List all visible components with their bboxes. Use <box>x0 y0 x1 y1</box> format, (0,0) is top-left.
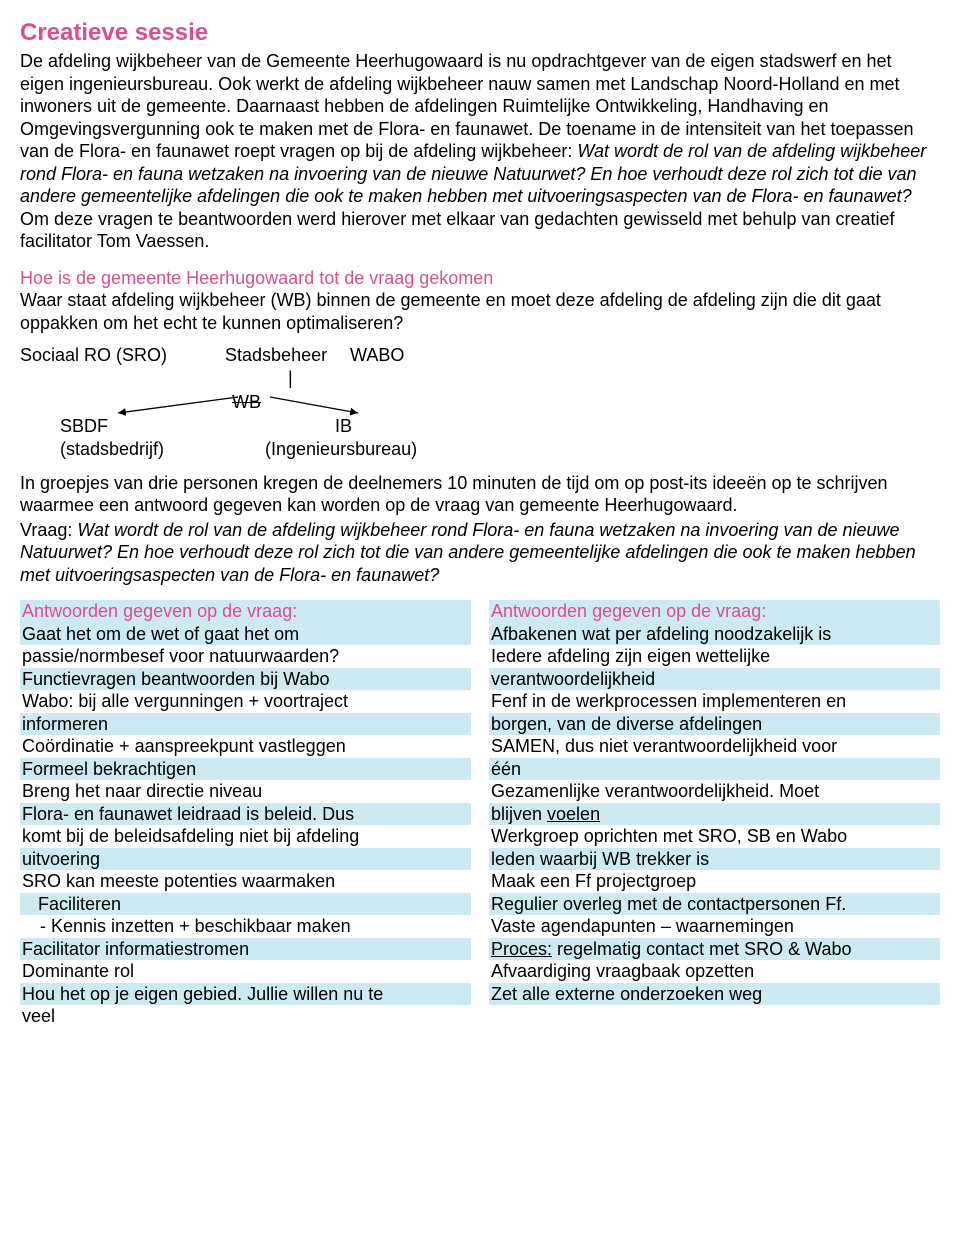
answer-line: passie/normbesef voor natuurwaarden? <box>20 645 471 668</box>
vraag-paragraph: Vraag: Wat wordt de rol van de afdeling … <box>20 519 940 587</box>
groups-text: In groepjes van drie personen kregen de … <box>20 472 940 517</box>
answer-line: Faciliteren <box>20 893 471 916</box>
answer-line: SRO kan meeste potenties waarmaken <box>20 870 471 893</box>
answer-line: Gezamenlijke verantwoordelijkheid. Moet <box>489 780 940 803</box>
diagram-ingbureau: (Ingenieursbureau) <box>265 438 417 461</box>
diagram-stadsbeheer: Stadsbeheer <box>225 344 345 367</box>
answer-line: Proces: regelmatig contact met SRO & Wab… <box>489 938 940 961</box>
answer-line: Regulier overleg met de contactpersonen … <box>489 893 940 916</box>
intro-tail: Om deze vragen te beantwoorden werd hier… <box>20 209 895 252</box>
answer-line: borgen, van de diverse afdelingen <box>489 713 940 736</box>
answer-line: Dominante rol <box>20 960 471 983</box>
diagram-sbdf: SBDF <box>60 415 260 438</box>
answer-line: uitvoering <box>20 848 471 871</box>
answer-line: Afbakenen wat per afdeling noodzakelijk … <box>489 623 940 646</box>
answer-line: blijven voelen <box>489 803 940 826</box>
answer-line: Flora- en faunawet leidraad is beleid. D… <box>20 803 471 826</box>
answer-line: verantwoordelijkheid <box>489 668 940 691</box>
answer-line: Formeel bekrachtigen <box>20 758 471 781</box>
vraag-italic: Wat wordt de rol van de afdeling wijkbeh… <box>20 520 916 585</box>
answer-line: Hou het op je eigen gebied. Jullie wille… <box>20 983 471 1006</box>
answer-line: veel <box>20 1005 471 1028</box>
diagram-ib: IB <box>335 415 352 438</box>
answer-line: - Kennis inzetten + beschikbaar maken <box>20 915 471 938</box>
sub1-text: Waar staat afdeling wijkbeheer (WB) binn… <box>20 289 940 334</box>
answer-line: Afvaardiging vraagbaak opzetten <box>489 960 940 983</box>
answers-heading-right: Antwoorden gegeven op de vraag: <box>489 600 940 623</box>
answer-line: leden waarbij WB trekker is <box>489 848 940 871</box>
answer-line: Vaste agendapunten – waarnemingen <box>489 915 940 938</box>
answer-line: Facilitator informatiestromen <box>20 938 471 961</box>
answer-line: Gaat het om de wet of gaat het om <box>20 623 471 646</box>
answer-line: Maak een Ff projectgroep <box>489 870 940 893</box>
diagram-pipe: | <box>288 367 940 390</box>
answer-line: Iedere afdeling zijn eigen wettelijke <box>489 645 940 668</box>
answer-line: SAMEN, dus niet verantwoordelijkheid voo… <box>489 735 940 758</box>
answers-columns: Antwoorden gegeven op de vraag: Gaat het… <box>20 600 940 1028</box>
answer-line: Wabo: bij alle vergunningen + voortrajec… <box>20 690 471 713</box>
answer-line: Functievragen beantwoorden bij Wabo <box>20 668 471 691</box>
intro-paragraph: De afdeling wijkbeheer van de Gemeente H… <box>20 50 940 253</box>
answer-line: komt bij de beleidsafdeling niet bij afd… <box>20 825 471 848</box>
answer-line: Fenf in de werkprocessen implementeren e… <box>489 690 940 713</box>
diagram-wabo: WABO <box>350 344 404 367</box>
diagram-sro: Sociaal RO (SRO) <box>20 344 220 367</box>
answer-line: één <box>489 758 940 781</box>
diagram-wb: WB <box>232 391 261 414</box>
vraag-label: Vraag: <box>20 520 77 540</box>
answer-line: informeren <box>20 713 471 736</box>
answer-line: Coördinatie + aanspreekpunt vastleggen <box>20 735 471 758</box>
answer-line: Breng het naar directie niveau <box>20 780 471 803</box>
subheading-1: Hoe is de gemeente Heerhugowaard tot de … <box>20 267 940 290</box>
page-title: Creatieve sessie <box>20 18 940 48</box>
answer-line: Zet alle externe onderzoeken weg <box>489 983 940 1006</box>
org-diagram: Sociaal RO (SRO) Stadsbeheer WABO | WB S… <box>20 344 940 462</box>
answers-col-left: Antwoorden gegeven op de vraag: Gaat het… <box>20 600 471 1028</box>
answer-line: Werkgroep oprichten met SRO, SB en Wabo <box>489 825 940 848</box>
diagram-stadsbedrijf: (stadsbedrijf) <box>60 438 260 461</box>
answers-col-right: Antwoorden gegeven op de vraag: Afbakene… <box>489 600 940 1028</box>
answers-heading-left: Antwoorden gegeven op de vraag: <box>20 600 471 623</box>
